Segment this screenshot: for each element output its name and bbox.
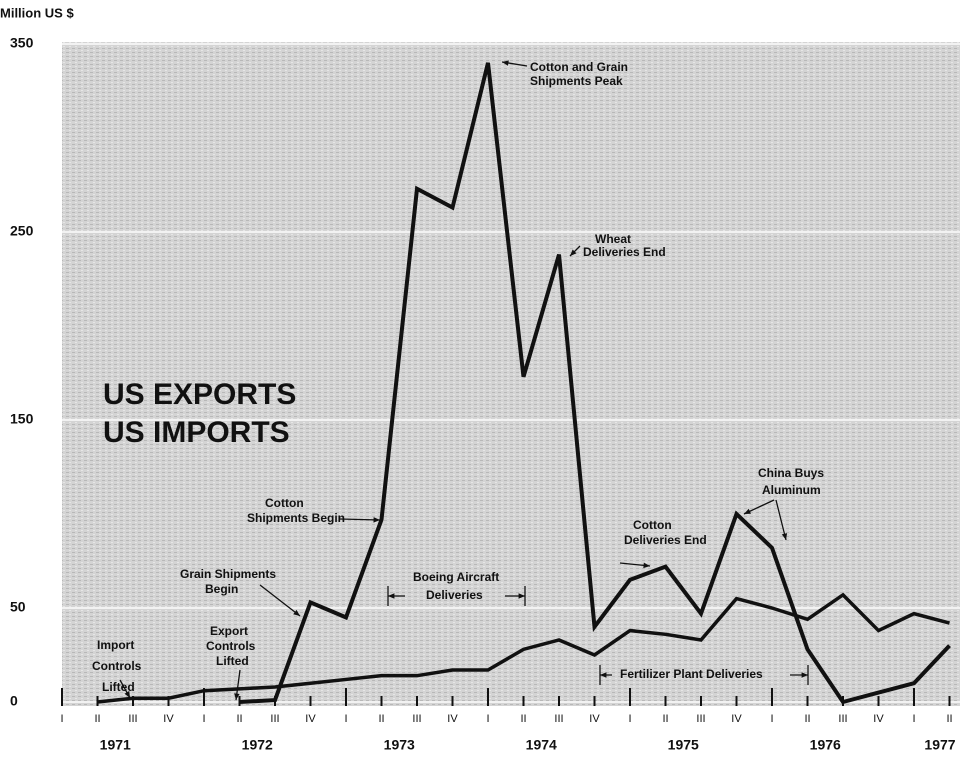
annotation: Controls [92, 659, 142, 673]
x-tick-label: II [662, 713, 668, 725]
annotation: Cotton and Grain [530, 60, 628, 74]
y-tick-label: 250 [10, 223, 34, 239]
year-label: 1972 [242, 737, 273, 753]
x-tick-label: IV [305, 713, 316, 725]
arrow-head [234, 693, 240, 700]
annotation: Cotton [265, 496, 304, 510]
series-line [239, 62, 951, 705]
arrow [339, 518, 381, 521]
y-tick-label: 0 [10, 693, 18, 709]
x-tick-label: I [486, 713, 489, 725]
x-tick-label: I [344, 713, 347, 725]
annotation: Begin [205, 582, 238, 596]
x-tick-label: IV [163, 713, 174, 725]
x-tick-label: II [946, 713, 952, 725]
x-tick-label: I [770, 713, 773, 725]
annotation: Lifted [216, 654, 249, 668]
x-tick-label: III [838, 713, 847, 725]
x-tick-label: II [378, 713, 384, 725]
annotation: Boeing Aircraft [413, 570, 499, 584]
annotation: Controls [206, 639, 256, 653]
arrow-head [744, 508, 751, 514]
x-tick-label: II [520, 713, 526, 725]
x-tick-label: III [128, 713, 137, 725]
year-label: 1977 [924, 737, 955, 753]
arrow-head [388, 593, 395, 599]
annotation: Import [97, 638, 134, 652]
annotation: Grain Shipments [180, 567, 276, 581]
arrow-head [124, 691, 130, 698]
x-tick-label: IV [873, 713, 884, 725]
series-line [97, 592, 950, 704]
x-tick-label: III [270, 713, 279, 725]
annotation: Wheat [595, 232, 631, 246]
annotation: Deliveries [426, 588, 483, 602]
x-tick-label: II [94, 713, 100, 725]
y-tick-label: 350 [10, 35, 34, 51]
y-tick-label: 150 [10, 411, 34, 427]
year-label: 1974 [526, 737, 557, 753]
legend-label: US EXPORTS [103, 378, 296, 411]
x-tick-label: I [628, 713, 631, 725]
arrow [775, 499, 787, 541]
annotation: Cotton [633, 518, 672, 532]
x-tick-label: III [696, 713, 705, 725]
plot-background [62, 42, 960, 706]
x-tick-label: I [60, 713, 63, 725]
arrow-head [801, 672, 808, 678]
annotation: Shipments Begin [247, 511, 345, 525]
annotation: Deliveries End [624, 533, 707, 547]
arrow-head [502, 60, 509, 66]
year-label: 1975 [668, 737, 699, 753]
annotation: Shipments Peak [530, 74, 623, 88]
arrow-head [570, 249, 577, 256]
x-tick-label: I [912, 713, 915, 725]
x-tick-label: II [804, 713, 810, 725]
year-label: 1973 [384, 737, 415, 753]
arrow [259, 584, 301, 617]
annotation: Lifted [102, 680, 135, 694]
arrow-head [293, 609, 300, 616]
x-tick-label: III [554, 713, 563, 725]
x-tick-label: IV [589, 713, 600, 725]
annotation: Export [210, 624, 248, 638]
arrow-head [373, 517, 380, 523]
x-tick-label: IV [447, 713, 458, 725]
y-tick-label: 50 [10, 599, 26, 615]
annotation: Fertilizer Plant Deliveries [620, 667, 763, 681]
arrow-head [600, 672, 607, 678]
legend-label: US IMPORTS [103, 416, 290, 449]
arrow-head [643, 562, 650, 569]
year-label: 1971 [100, 737, 131, 753]
arrow-head [781, 533, 788, 540]
x-tick-label: I [202, 713, 205, 725]
x-tick-label: III [412, 713, 421, 725]
x-tick-label: II [236, 713, 242, 725]
annotation: China Buys [758, 466, 824, 480]
y-axis-label: Million US $ [0, 5, 74, 20]
annotation: Aluminum [762, 483, 821, 497]
x-tick-label: IV [731, 713, 742, 725]
annotation: Deliveries End [583, 245, 666, 259]
arrow-head [518, 593, 525, 599]
year-label: 1976 [810, 737, 841, 753]
